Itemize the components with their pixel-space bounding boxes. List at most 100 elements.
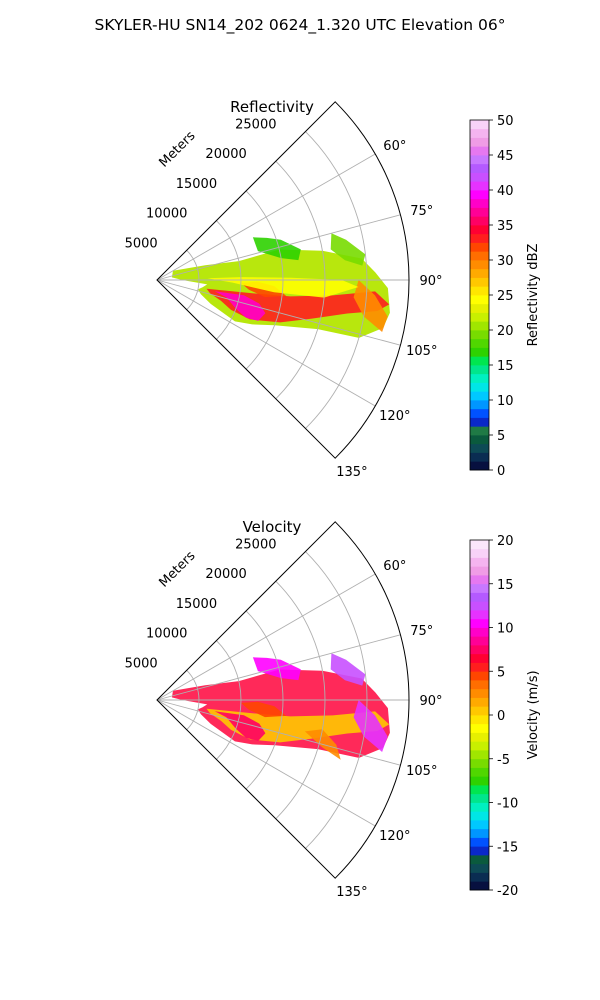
precip-region-core2 <box>240 701 287 718</box>
colorbar-segment <box>470 601 489 611</box>
angle-tick-label: 105° <box>406 764 437 779</box>
colorbar-segment <box>470 251 489 261</box>
colorbar-segment <box>470 330 489 340</box>
colorbar-segment <box>470 408 489 418</box>
colorbar-tick-label: 40 <box>497 184 514 199</box>
colorbar-segment <box>470 540 489 550</box>
precip-region-core1 <box>214 291 266 321</box>
colorbar-segment <box>470 715 489 725</box>
colorbar-tick-label: 50 <box>497 114 514 129</box>
colorbar-segment <box>470 216 489 226</box>
radial-tick-label: 5000 <box>125 236 158 251</box>
colorbar-segment <box>470 146 489 156</box>
colorbar-segment <box>470 741 489 751</box>
colorbar-segment <box>470 557 489 567</box>
colorbar-segment <box>470 312 489 322</box>
colorbar-tick-label: 25 <box>497 289 514 304</box>
radial-tick-label: 10000 <box>146 627 187 642</box>
grid-ray <box>156 214 401 281</box>
colorbar-segment <box>470 750 489 760</box>
figure-title: SKYLER-HU SN14_202 0624_1.320 UTC Elevat… <box>94 16 506 34</box>
colorbar-segment <box>470 723 489 733</box>
colorbar-tick-label: -10 <box>497 797 518 812</box>
colorbar-segment <box>470 732 489 742</box>
colorbar-segment <box>470 303 489 313</box>
colorbar-segment <box>470 592 489 602</box>
colorbar-label: Reflectivity dBZ <box>526 244 541 347</box>
precip-region-north <box>252 657 301 681</box>
colorbar-segment <box>470 566 489 576</box>
colorbar-segment <box>470 417 489 427</box>
colorbar-segment <box>470 295 489 305</box>
angle-tick-label: 60° <box>383 139 406 154</box>
colorbar: 0 5 10 15 20 25 30 35 40 45 50 Reflectivity dBZ <box>469 114 541 479</box>
colorbar-segment <box>470 207 489 217</box>
panel-title: Reflectivity <box>230 98 314 116</box>
colorbar-segment <box>470 671 489 681</box>
colorbar-segment <box>470 767 489 777</box>
colorbar-segment <box>470 172 489 182</box>
sector-frame <box>156 101 410 459</box>
precip-region-core1 <box>214 711 266 741</box>
radial-axis-label: Meters <box>157 128 199 170</box>
colorbar-segment <box>470 163 489 173</box>
colorbar-segment <box>470 688 489 698</box>
colorbar-segment <box>470 426 489 436</box>
colorbar-tick-label: 0 <box>497 709 505 724</box>
grid-ray <box>156 279 401 346</box>
grid-ray <box>156 153 376 281</box>
colorbar-segment <box>470 776 489 786</box>
precip-region-ne <box>330 233 366 266</box>
angle-tick-label: 120° <box>379 409 410 424</box>
colorbar-segment <box>470 435 489 445</box>
angle-tick-label: 90° <box>419 694 442 709</box>
colorbar-segment <box>470 575 489 585</box>
colorbar-segment <box>470 373 489 383</box>
colorbar-tick-label: 20 <box>497 324 514 339</box>
colorbar-segment <box>470 645 489 655</box>
angle-tick-label: 75° <box>410 204 433 219</box>
radial-tick-label: 25000 <box>235 118 276 133</box>
colorbar-segment <box>470 793 489 803</box>
colorbar-segment <box>470 583 489 593</box>
radial-tick-label: 20000 <box>205 147 246 162</box>
grid-ray <box>156 699 376 827</box>
colorbar-segment <box>470 846 489 856</box>
colorbar-segment <box>470 855 489 865</box>
colorbar-tick-label: 5 <box>497 429 505 444</box>
angle-tick-label: 120° <box>379 829 410 844</box>
grid-ray <box>156 634 401 701</box>
colorbar-label: Velocity (m/s) <box>526 670 541 759</box>
colorbar-segment <box>470 268 489 278</box>
angle-tick-label: 75° <box>410 624 433 639</box>
colorbar-tick-label: 15 <box>497 359 514 374</box>
colorbar-segment <box>470 225 489 235</box>
colorbar-tick-label: 15 <box>497 578 514 593</box>
precip-region-ne <box>330 653 366 686</box>
radial-tick-label: 10000 <box>146 207 187 222</box>
polar-panel-reflectivity: Reflectivity 5000 10000 15000 20000 25000 Mete… <box>125 98 541 480</box>
colorbar-tick-label: 35 <box>497 219 514 234</box>
colorbar-segment <box>470 242 489 252</box>
grid-ray <box>156 279 376 407</box>
polar-panel-velocity: Velocity 5000 10000 15000 20000 25000 Meters 60… <box>125 518 541 900</box>
radial-axis-label: Meters <box>157 548 199 590</box>
colorbar-tick-label: 0 <box>497 464 505 479</box>
grid-ray <box>156 699 401 766</box>
colorbar-segment <box>470 128 489 138</box>
colorbar-segment <box>470 863 489 873</box>
radial-tick-label: 25000 <box>235 538 276 553</box>
colorbar-segment <box>470 452 489 462</box>
colorbar-segment <box>470 137 489 147</box>
precip-region-east <box>353 700 388 752</box>
colorbar-segment <box>470 680 489 690</box>
colorbar-tick-label: 10 <box>497 622 514 637</box>
colorbar-tick-label: 5 <box>497 665 505 680</box>
colorbar-segment <box>470 837 489 847</box>
colorbar-tick-label: 30 <box>497 254 514 269</box>
radial-tick-label: 15000 <box>176 177 217 192</box>
colorbar-tick-label: -15 <box>497 840 518 855</box>
grid-ray <box>156 573 376 701</box>
colorbar-segment <box>470 338 489 348</box>
colorbar-segment <box>470 548 489 558</box>
